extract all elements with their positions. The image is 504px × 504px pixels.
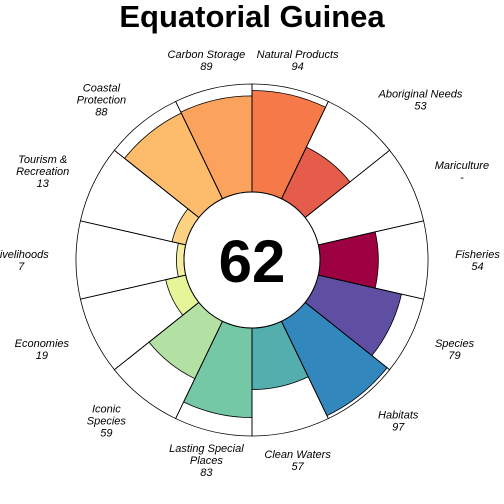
label-clean-waters: Clean Waters 57 (264, 449, 331, 473)
label-value-coastal-protection: 88 (95, 107, 108, 119)
label-mariculture: Mariculture - (435, 160, 489, 184)
label-name-clean-waters: Clean Waters (264, 449, 331, 461)
label-name-fisheries: Fisheries (455, 249, 500, 261)
label-name-iconic-species: Species (87, 415, 127, 427)
label-name-economies: Economies (15, 338, 70, 350)
label-name-mariculture: Mariculture (435, 160, 489, 172)
label-economies: Economies 19 (15, 338, 70, 362)
label-name-lasting-special-places: Lasting Special (169, 443, 244, 455)
center-circle (183, 191, 321, 329)
label-name-lasting-special-places: Places (190, 455, 224, 467)
label-carbon-storage: Carbon Storage 89 (168, 49, 246, 73)
label-lasting-special-places: Lasting Special Places 83 (169, 443, 244, 479)
label-value-habitats: 97 (392, 421, 405, 433)
label-name-iconic-species: Iconic (92, 403, 121, 415)
label-coastal-protection: Coastal Protection 88 (77, 83, 127, 119)
label-value-fisheries: 54 (471, 261, 483, 273)
label-value-species: 79 (448, 350, 460, 362)
label-fisheries: Fisheries 54 (455, 249, 500, 273)
label-name-coastal-protection: Protection (77, 95, 127, 107)
label-name-carbon-storage: Carbon Storage (168, 49, 246, 61)
center-score: 62 (219, 228, 286, 295)
label-value-iconic-species: 59 (100, 427, 112, 439)
label-iconic-species: Iconic Species 59 (87, 403, 127, 439)
label-value-tourism-recreation: 13 (37, 178, 50, 190)
label-value-mariculture: - (460, 172, 464, 184)
label-name-natural-products: Natural Products (257, 49, 339, 61)
chart-title: Equatorial Guinea (119, 0, 385, 34)
label-value-lasting-special-places: 83 (200, 467, 213, 479)
label-natural-products: Natural Products 94 (257, 49, 339, 73)
label-value-livelihoods: 7 (18, 261, 25, 273)
label-value-carbon-storage: 89 (200, 61, 212, 73)
petal-group (123, 90, 402, 419)
label-value-aboriginal-needs: 53 (414, 101, 427, 113)
label-aboriginal-needs: Aboriginal Needs 53 (378, 89, 463, 113)
label-name-livelihoods: Livelihoods (0, 249, 49, 261)
label-livelihoods: Livelihoods7 (0, 249, 49, 273)
label-tourism-recreation: Tourism & Recreation 13 (16, 154, 69, 190)
label-name-habitats: Habitats (378, 409, 419, 421)
label-name-coastal-protection: Coastal (83, 83, 121, 95)
label-value-natural-products: 94 (291, 61, 303, 73)
label-habitats: Habitats 97 (378, 409, 419, 433)
label-name-aboriginal-needs: Aboriginal Needs (378, 89, 463, 101)
label-name-species: Species (435, 338, 475, 350)
label-species: Species 79 (435, 338, 475, 362)
label-name-tourism-recreation: Tourism & (18, 154, 67, 166)
label-value-clean-waters: 57 (291, 461, 304, 473)
label-name-tourism-recreation: Recreation (16, 166, 69, 178)
label-value-economies: 19 (36, 350, 48, 362)
